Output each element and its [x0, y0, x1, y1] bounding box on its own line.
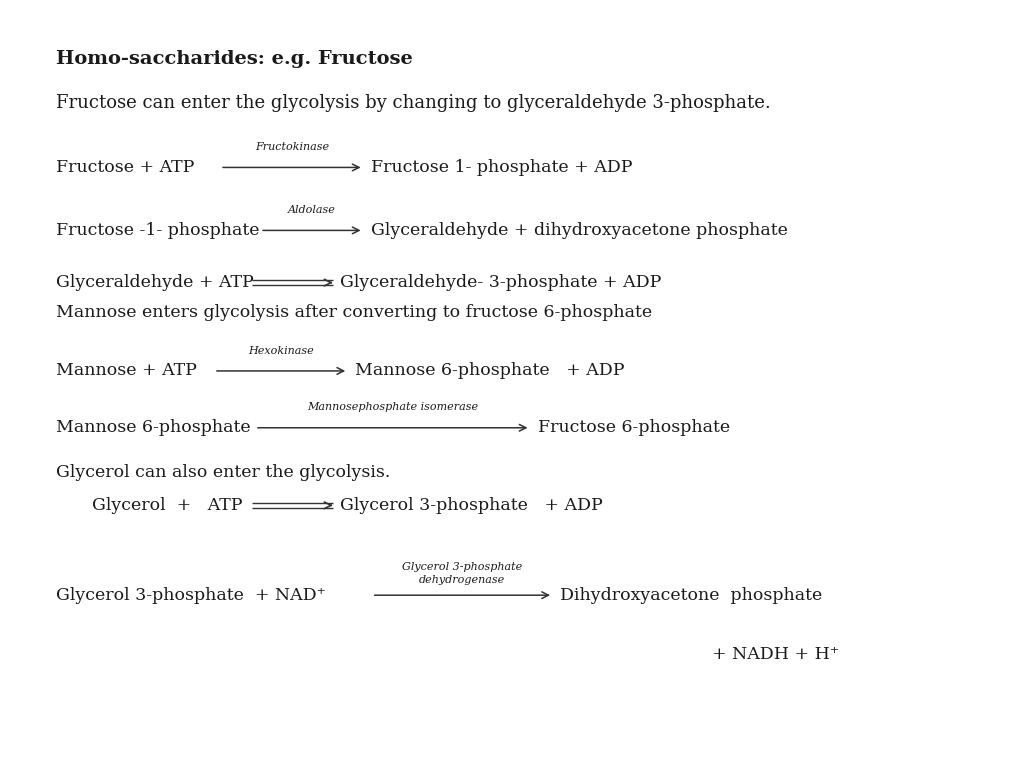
Text: dehydrogenase: dehydrogenase [419, 575, 506, 585]
Text: Fructokinase: Fructokinase [255, 142, 329, 152]
Text: Fructose can enter the glycolysis by changing to glyceraldehyde 3-phosphate.: Fructose can enter the glycolysis by cha… [56, 94, 771, 111]
Text: Glycerol can also enter the glycolysis.: Glycerol can also enter the glycolysis. [56, 464, 391, 481]
Text: Mannose + ATP: Mannose + ATP [56, 362, 198, 379]
Text: Mannose 6-phosphate   + ADP: Mannose 6-phosphate + ADP [355, 362, 625, 379]
Text: Glycerol  +   ATP: Glycerol + ATP [92, 497, 243, 514]
Text: Mannose enters glycolysis after converting to fructose 6-phosphate: Mannose enters glycolysis after converti… [56, 304, 652, 321]
Text: Glycerol 3-phosphate  + NAD⁺: Glycerol 3-phosphate + NAD⁺ [56, 587, 326, 604]
Text: Fructose 1- phosphate + ADP: Fructose 1- phosphate + ADP [371, 159, 632, 176]
Text: Glyceraldehyde + ATP: Glyceraldehyde + ATP [56, 274, 254, 291]
Text: Hexokinase: Hexokinase [248, 346, 314, 356]
Text: Fructose -1- phosphate: Fructose -1- phosphate [56, 222, 260, 239]
Text: Mannose 6-phosphate: Mannose 6-phosphate [56, 419, 251, 436]
Text: Homo-saccharides: e.g. Fructose: Homo-saccharides: e.g. Fructose [56, 50, 413, 68]
Text: Mannosephosphate isomerase: Mannosephosphate isomerase [307, 402, 478, 412]
Text: + NADH + H⁺: + NADH + H⁺ [712, 646, 839, 663]
Text: Glyceraldehyde- 3-phosphate + ADP: Glyceraldehyde- 3-phosphate + ADP [340, 274, 662, 291]
Text: Fructose 6-phosphate: Fructose 6-phosphate [538, 419, 730, 436]
Text: Fructose + ATP: Fructose + ATP [56, 159, 195, 176]
Text: Glyceraldehyde + dihydroxyacetone phosphate: Glyceraldehyde + dihydroxyacetone phosph… [371, 222, 787, 239]
Text: Glycerol 3-phosphate: Glycerol 3-phosphate [402, 562, 522, 572]
Text: Glycerol 3-phosphate   + ADP: Glycerol 3-phosphate + ADP [340, 497, 603, 514]
Text: Aldolase: Aldolase [288, 205, 336, 215]
Text: Dihydroxyacetone  phosphate: Dihydroxyacetone phosphate [560, 587, 822, 604]
